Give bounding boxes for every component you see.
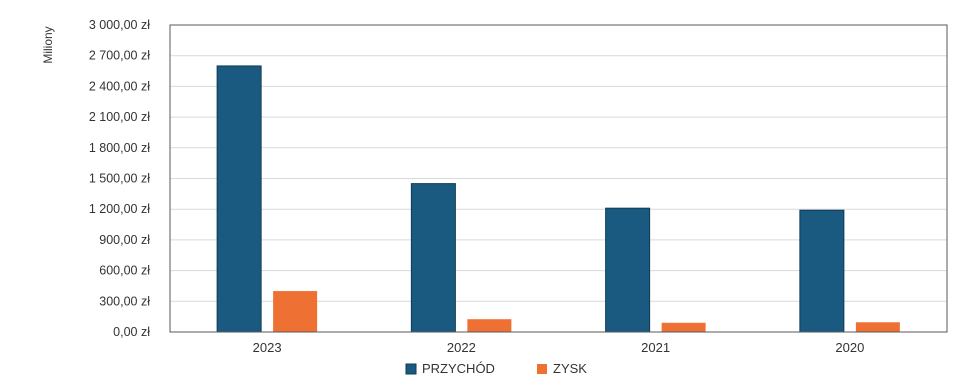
- y-tick-label: 1 200,00 zł: [89, 202, 150, 216]
- bar-zysk-2022: [467, 319, 512, 332]
- x-tick-label: 2022: [447, 340, 476, 355]
- plot-frame: [169, 24, 948, 333]
- x-axis-ticks: 2023 2022 2021 2020: [253, 340, 865, 355]
- y-tick-label: 1 800,00 zł: [89, 141, 150, 155]
- y-tick-label: 300,00 zł: [99, 294, 150, 308]
- legend-label: PRZYCHÓD: [422, 361, 495, 376]
- x-tick-label: 2023: [253, 340, 282, 355]
- bar-przychód-2022: [410, 183, 456, 333]
- y-tick-label: 3 000,00 zł: [89, 18, 150, 32]
- bars: [216, 65, 900, 333]
- bar-zysk-2023: [273, 291, 318, 332]
- bar-przychód-2021: [605, 207, 651, 333]
- x-tick-label: 2020: [835, 340, 864, 355]
- y-axis-ticks: 0,00 zł 300,00 zł 600,00 zł 900,00 zł 1 200,…: [89, 18, 150, 339]
- y-tick-label: 2 100,00 zł: [89, 110, 150, 124]
- y-tick-label: 600,00 zł: [99, 264, 150, 278]
- gridlines: [170, 55, 947, 302]
- y-tick-label: 2 700,00 zł: [89, 49, 150, 63]
- legend-swatch: [537, 364, 547, 374]
- legend-swatch: [405, 363, 417, 375]
- bar-przychód-2020: [799, 209, 845, 333]
- y-tick-label: 2 400,00 zł: [89, 79, 150, 93]
- bar-zysk-2021: [661, 322, 706, 332]
- y-tick-label: 900,00 zł: [99, 233, 150, 247]
- bar-zysk-2020: [855, 322, 900, 332]
- y-axis-title: Miliony: [41, 26, 55, 63]
- legend-label: ZYSK: [553, 361, 587, 376]
- x-tick-label: 2021: [641, 340, 670, 355]
- y-tick-label: 0,00 zł: [113, 325, 150, 339]
- bar-przychód-2023: [216, 65, 262, 333]
- y-tick-label: 1 500,00 zł: [89, 172, 150, 186]
- legend: PRZYCHÓD ZYSK: [405, 361, 587, 376]
